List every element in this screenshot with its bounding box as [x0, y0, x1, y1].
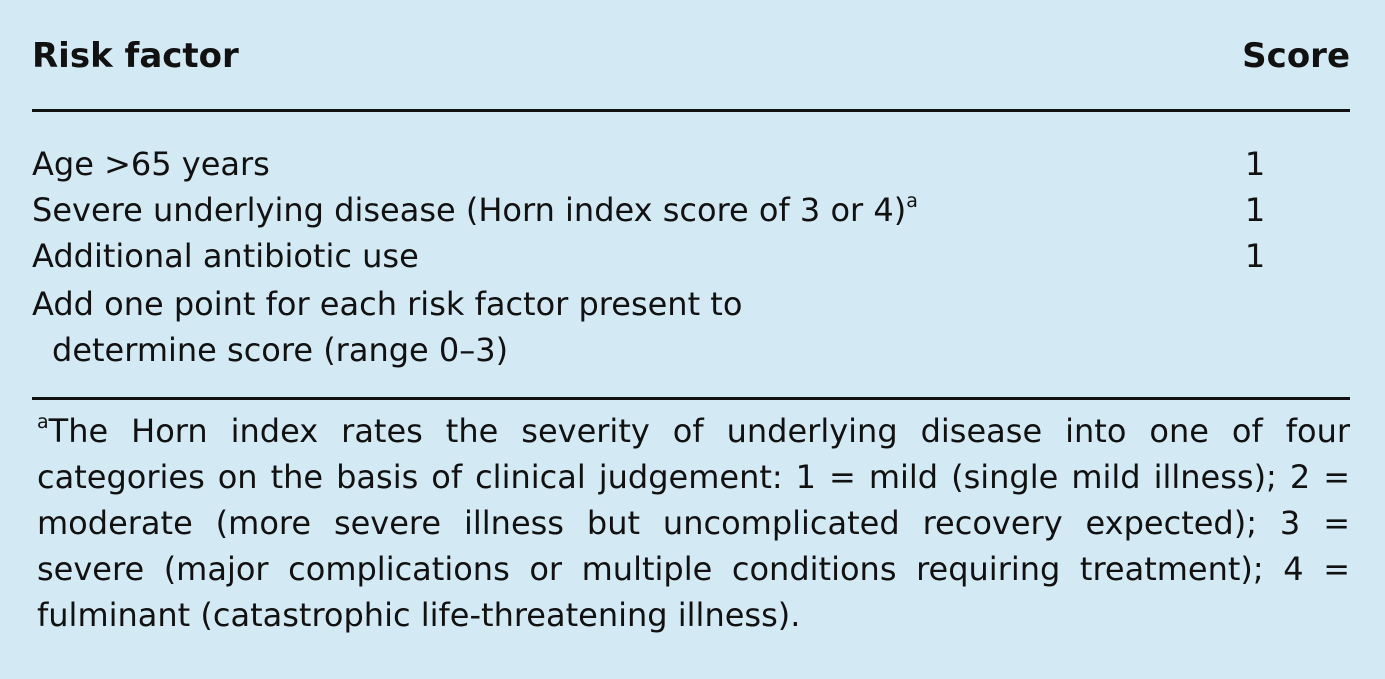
table-row: Additional antibiotic use 1 — [32, 234, 1350, 280]
risk-score-table: Risk factor Score Age >65 years 1 Severe… — [32, 0, 1350, 679]
row-score: 1 — [1244, 237, 1266, 275]
row-label: Additional antibiotic use — [32, 237, 419, 275]
footnote-text: The Horn index rates the severity of und… — [37, 412, 1350, 634]
scoring-note: Add one point for each risk factor prese… — [32, 281, 1350, 373]
footnote-marker: a — [906, 190, 918, 212]
row-label: Age >65 years — [32, 145, 270, 183]
scoring-note-line-1: Add one point for each risk factor prese… — [32, 285, 743, 323]
table-row: Age >65 years 1 — [32, 142, 1350, 188]
row-label: Severe underlying disease (Horn index sc… — [32, 190, 918, 229]
footer-rule — [32, 397, 1350, 400]
table-row: Severe underlying disease (Horn index sc… — [32, 188, 1350, 234]
header-risk-factor: Risk factor — [32, 36, 239, 76]
table-header: Risk factor Score — [32, 36, 1350, 80]
table-body: Age >65 years 1 Severe underlying diseas… — [32, 142, 1350, 280]
row-score: 1 — [1244, 191, 1266, 229]
footnote-marker: a — [37, 411, 49, 433]
scoring-note-line-2: determine score (range 0–3) — [52, 331, 509, 369]
header-rule — [32, 109, 1350, 112]
row-score: 1 — [1244, 145, 1266, 183]
footnote: aThe Horn index rates the severity of un… — [37, 408, 1350, 638]
header-score: Score — [1242, 36, 1350, 76]
